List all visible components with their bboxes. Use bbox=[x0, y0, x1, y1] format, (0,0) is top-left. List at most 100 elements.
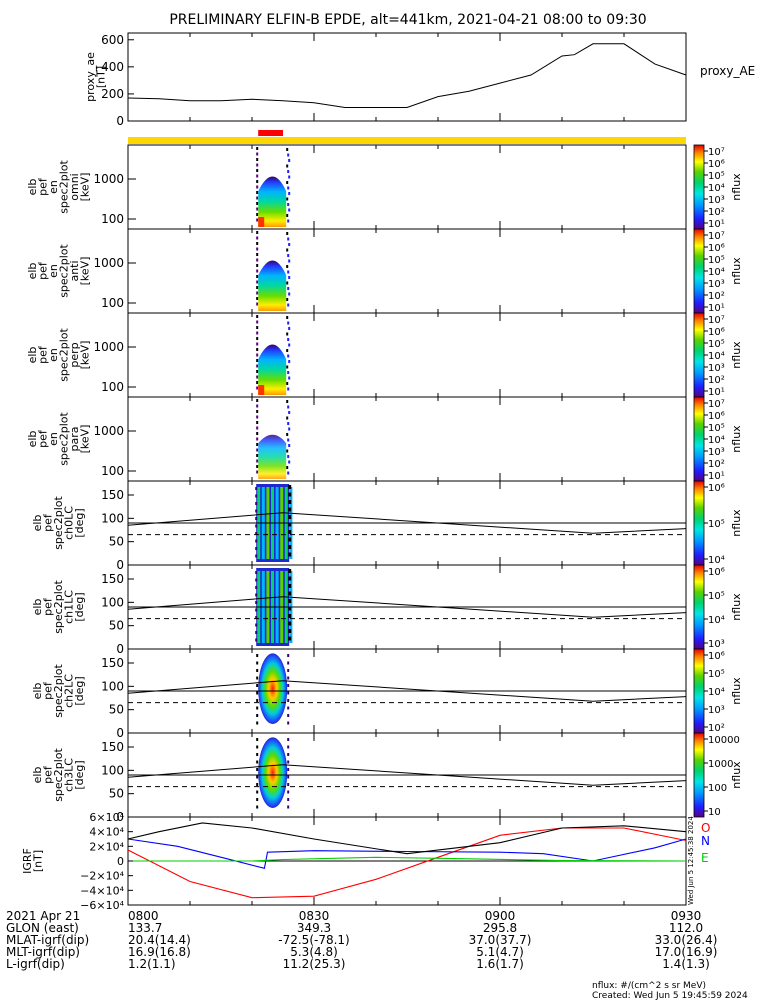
spectrogram-colorbar-3-tick-label: 10⁶ bbox=[708, 327, 725, 338]
pitch-colorbar-4-tick-label: 100 bbox=[708, 783, 727, 794]
spectrogram-colorbar-2-label: nflux bbox=[730, 257, 743, 285]
spec-fringe bbox=[256, 297, 259, 300]
spectrogram-ylabel-3-line: perp bbox=[68, 342, 81, 367]
spec-fringe bbox=[256, 315, 259, 318]
orbit-row-value: 0800 bbox=[128, 909, 159, 923]
spec-fringe bbox=[256, 286, 259, 289]
pitch-fringe bbox=[288, 584, 292, 588]
bfield-series-E bbox=[128, 856, 687, 862]
spec-fringe bbox=[256, 353, 259, 357]
spectrogram-frame-2 bbox=[127, 228, 687, 314]
bfield-ytick-label: 6×10⁴ bbox=[89, 811, 124, 824]
spec-fringe bbox=[256, 202, 259, 205]
spectrogram-colorbar-1-tick-label: 10² bbox=[708, 207, 725, 218]
ae-ytick-label: 600 bbox=[101, 33, 124, 47]
pitch-fringe bbox=[287, 721, 290, 725]
orbit-row-value: 37.0(37.7) bbox=[469, 933, 532, 947]
pitch-blob bbox=[258, 653, 288, 724]
spec-fringe bbox=[287, 153, 290, 157]
pitch-fringe bbox=[287, 676, 290, 680]
spectrogram-colorbar-2-tick-label: 10³ bbox=[708, 279, 725, 290]
spec-fringe bbox=[286, 164, 289, 168]
spec-fringe bbox=[286, 365, 289, 369]
spec-fringe bbox=[256, 213, 259, 216]
spectrogram-colorbar-1-bar bbox=[693, 144, 705, 230]
spec-blob bbox=[258, 260, 287, 311]
spec-fringe bbox=[288, 292, 291, 296]
pitch-fringe bbox=[256, 760, 259, 764]
pitch-colorbar-3-tick-label: 10⁶ bbox=[708, 651, 725, 662]
spec-fringe bbox=[256, 169, 259, 172]
spectrogram-frame-3 bbox=[127, 312, 687, 398]
spec-fringe bbox=[256, 432, 259, 435]
pitch-ylabel-3-line: pef bbox=[42, 681, 55, 700]
pitch-colorbar-3-label-text: nflux bbox=[730, 677, 743, 705]
spec-fringe bbox=[256, 258, 259, 262]
spectrogram-ylabel-4-line: spec2plot bbox=[57, 412, 70, 466]
spectrogram-panel-3 bbox=[256, 315, 291, 395]
pitch-colorbar-4-bar bbox=[693, 732, 705, 818]
pitch-fringe bbox=[256, 721, 259, 725]
bfield-series-N bbox=[127, 838, 687, 869]
pitch-ytick-label: 100 bbox=[101, 595, 124, 609]
pitch-fringe bbox=[287, 684, 290, 687]
spectrogram-ylabel-2-line: elb bbox=[26, 263, 39, 280]
spec-fringe bbox=[256, 158, 259, 161]
bfield-ylabel-line: IGRF bbox=[21, 848, 34, 874]
pitch-ytick-label: 50 bbox=[109, 535, 124, 549]
spec-fringe bbox=[256, 454, 259, 457]
pitch-panel-3 bbox=[256, 653, 290, 725]
spectrogram-ylabel-4-line: [keV] bbox=[78, 425, 91, 454]
spec-fringe bbox=[286, 197, 289, 201]
spec-fringe bbox=[256, 185, 259, 189]
spec-fringe bbox=[286, 148, 289, 151]
spec-fringe bbox=[256, 302, 259, 306]
pitch-fringe bbox=[287, 699, 290, 702]
pitch-fringe bbox=[288, 530, 292, 534]
pitch-colorbar-4-tick-label: 1000 bbox=[708, 759, 733, 770]
pitch-colorbar-2-tick-label: 10⁵ bbox=[708, 591, 725, 602]
bfield-ylabel: IGRF[nT] bbox=[21, 848, 45, 874]
orbit-row-value: 1.4(1.3) bbox=[662, 957, 710, 971]
spec-fringe bbox=[256, 174, 259, 178]
spectrogram-colorbar-4-tick-label: 10⁵ bbox=[708, 423, 725, 434]
pitch-fringe bbox=[256, 676, 259, 680]
orbit-row-value: 133.7 bbox=[128, 921, 162, 935]
spectrogram-ylabel-4-line: elb bbox=[26, 431, 39, 448]
pitch-fringe bbox=[287, 738, 290, 741]
spec-fringe bbox=[288, 259, 291, 263]
pitch-colorbar-2-label-text: nflux bbox=[730, 593, 743, 621]
spectrogram-ylabel-2-line: anti bbox=[68, 260, 81, 281]
bfield-ytick-label: −4×10⁴ bbox=[80, 884, 124, 897]
footer-created: Created: Wed Jun 5 19:45:59 2024 bbox=[592, 991, 748, 1000]
spec-fringe bbox=[286, 281, 289, 285]
spec-fringe bbox=[287, 254, 290, 257]
spec-fringe bbox=[256, 470, 259, 474]
orbit-row-label: MLT-igrf(dip) bbox=[6, 945, 80, 959]
pitch-fringe bbox=[255, 601, 258, 604]
pitch-fringe bbox=[255, 571, 258, 574]
spec-fringe bbox=[287, 405, 290, 409]
spec-ytick-label: 100 bbox=[101, 212, 124, 226]
spec-fringe bbox=[286, 400, 289, 403]
spec-fringe bbox=[288, 427, 291, 431]
spectrogram-colorbar-2-tick-label: 10¹ bbox=[708, 303, 725, 314]
spec-ytick-label: 1000 bbox=[93, 172, 124, 186]
spec-fringe bbox=[287, 270, 290, 274]
spectrogram-colorbar-1-tick-label: 10⁴ bbox=[708, 183, 725, 194]
pitch-fringe bbox=[255, 487, 258, 490]
pitch-colorbar-3-bar bbox=[693, 648, 705, 734]
pitch-ylabel-2-line: spec2plot bbox=[52, 580, 65, 634]
spec-fringe bbox=[287, 371, 290, 374]
pitch-fringe bbox=[288, 522, 292, 527]
orbit-row-value: -72.5(-78.1) bbox=[278, 933, 349, 947]
pitch-colorbar-1-tick-label: 10⁶ bbox=[708, 483, 725, 494]
pitch-colorbar-2-tick-label: 10⁴ bbox=[708, 615, 725, 626]
spec-fringe bbox=[287, 237, 290, 241]
pitch-fringe bbox=[256, 745, 259, 749]
pitch-colorbar-4-tick-label: 10 bbox=[708, 807, 721, 818]
pitch-fringe bbox=[288, 485, 292, 489]
spec-fringe bbox=[256, 386, 259, 390]
